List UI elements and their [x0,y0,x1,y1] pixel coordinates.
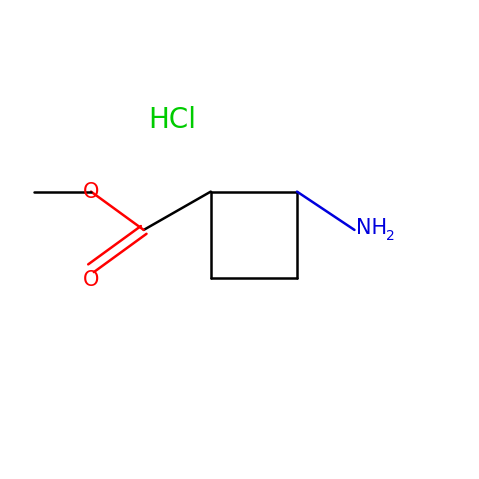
Text: NH: NH [356,217,387,238]
Text: HCl: HCl [148,106,196,134]
Text: 2: 2 [386,228,394,243]
Text: O: O [83,270,99,290]
Text: O: O [83,182,99,202]
